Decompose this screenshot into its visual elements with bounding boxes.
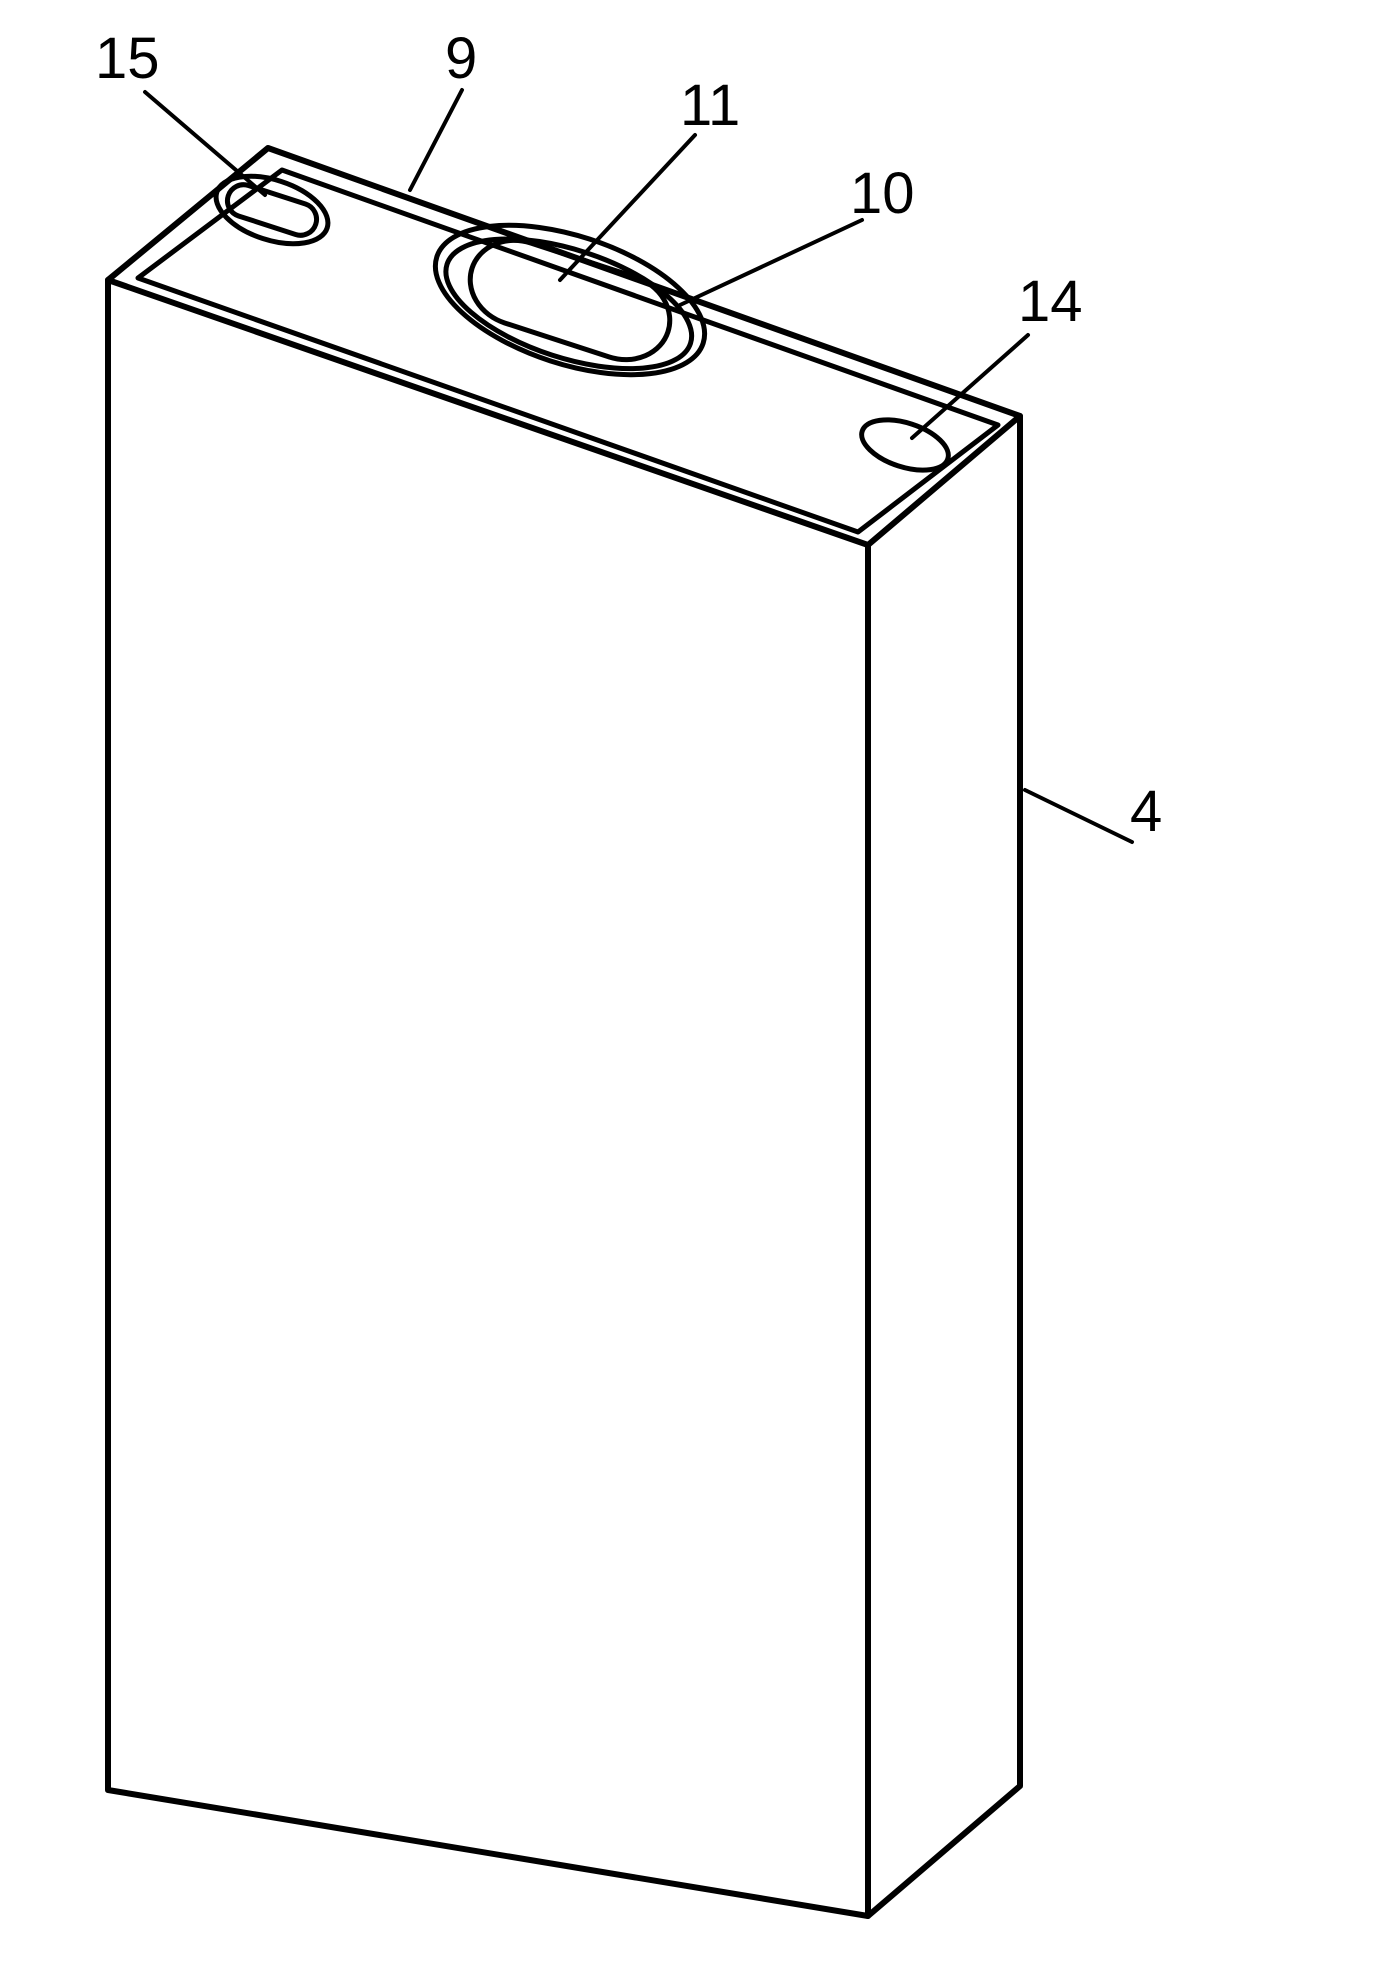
leader-9 [410, 90, 462, 190]
label-15: 15 [95, 25, 160, 92]
leader-10 [680, 220, 862, 305]
feature-10-11 [417, 196, 723, 404]
leader-15 [145, 92, 265, 195]
leader-4 [1025, 790, 1132, 842]
label-9: 9 [445, 25, 477, 92]
label-14: 14 [1018, 268, 1083, 335]
right-face [868, 416, 1020, 1916]
front-face [108, 280, 868, 1916]
diagram-container: 15 9 11 10 14 4 [0, 0, 1398, 1983]
technical-drawing [0, 0, 1398, 1983]
feature-14 [855, 410, 954, 480]
label-4: 4 [1130, 778, 1162, 845]
label-10: 10 [850, 160, 915, 227]
leader-11 [560, 135, 695, 280]
label-11: 11 [680, 72, 740, 139]
